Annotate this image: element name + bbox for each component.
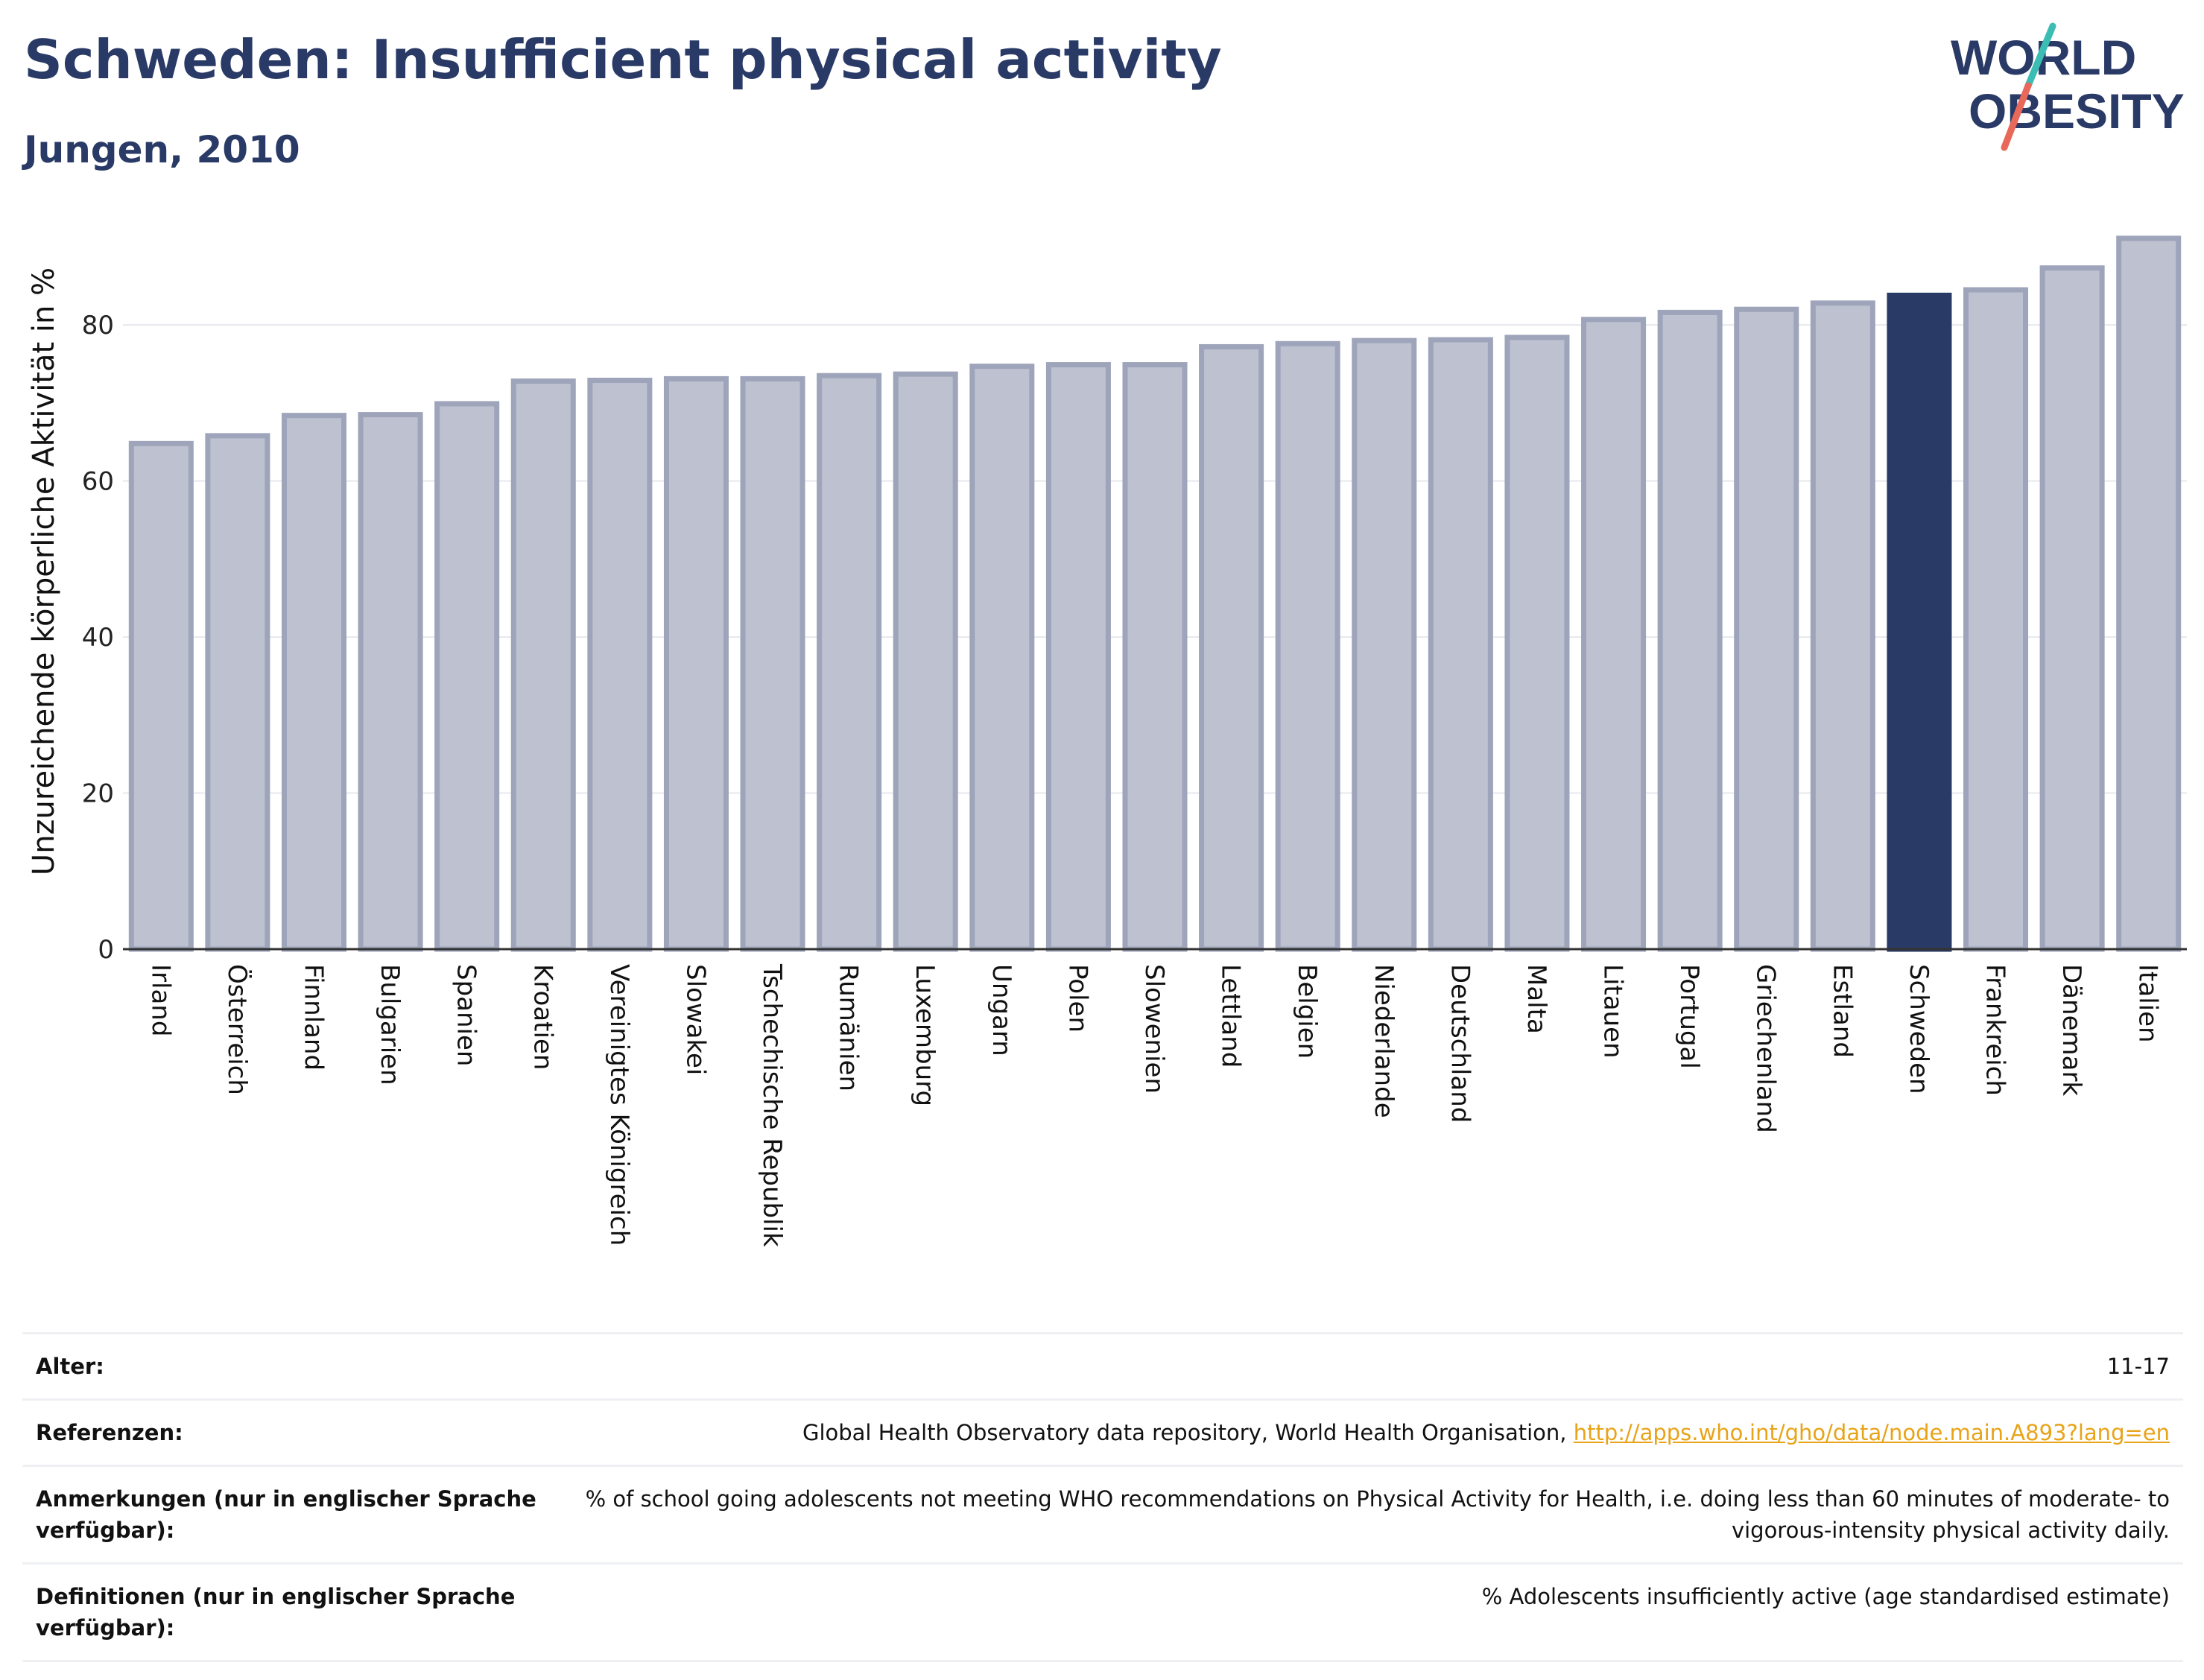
logo-line1: WORLD bbox=[1951, 30, 2136, 85]
x-tick-label: Tschechische Republik bbox=[757, 963, 787, 1247]
definitions-label: Definitionen (nur in englischer Sprache … bbox=[22, 1562, 571, 1663]
bar bbox=[1045, 362, 1111, 952]
bar bbox=[205, 433, 270, 952]
x-tick-label: Portugal bbox=[1674, 964, 1704, 1069]
bar bbox=[1810, 300, 1875, 952]
y-tick-label: 20 bbox=[82, 779, 114, 809]
meta-row-notes: Anmerkungen (nur in englischer Sprache v… bbox=[22, 1465, 2183, 1565]
bar bbox=[1122, 362, 1188, 952]
notes-value: % of school going adolescents not meetin… bbox=[571, 1465, 2183, 1565]
x-tick-label: Luxemburg bbox=[910, 964, 940, 1106]
meta-row-references: Referenzen: Global Health Observatory da… bbox=[22, 1398, 2183, 1468]
meta-row-definitions: Definitionen (nur in englischer Sprache … bbox=[22, 1562, 2183, 1663]
y-axis-label: Unzureichende körperliche Aktivität in % bbox=[27, 267, 61, 875]
x-tick-label: Rumänien bbox=[834, 964, 864, 1091]
x-tick-label: Italien bbox=[2133, 964, 2163, 1043]
x-tick-label: Kroatien bbox=[528, 964, 557, 1070]
x-tick-label: Slowakei bbox=[680, 964, 710, 1075]
x-tick-label: Lettland bbox=[1216, 964, 1246, 1068]
bar bbox=[587, 378, 653, 952]
logo-line2: OBESITY bbox=[1969, 83, 2185, 139]
y-tick-labels: 0 20 40 60 80 bbox=[82, 311, 114, 965]
y-tick-label: 60 bbox=[82, 467, 114, 497]
references-label: Referenzen: bbox=[22, 1398, 571, 1468]
x-tick-label: Malta bbox=[1521, 964, 1551, 1034]
x-tick-label: Slowenien bbox=[1139, 964, 1169, 1094]
bar bbox=[740, 375, 805, 952]
y-tick-label: 80 bbox=[82, 311, 114, 340]
x-tick-label: Österreich bbox=[222, 964, 253, 1095]
bar bbox=[1275, 340, 1340, 952]
x-tick-label: Bulgarien bbox=[375, 964, 405, 1085]
bar bbox=[434, 401, 500, 952]
bar-highlight bbox=[1887, 292, 1952, 952]
metadata-table: Alter: 11-17 Referenzen: Global Health O… bbox=[22, 1331, 2183, 1663]
bar bbox=[510, 378, 576, 952]
x-tick-label: Ungarn bbox=[987, 964, 1016, 1056]
bar bbox=[893, 371, 958, 952]
x-tick-labels: Irland Österreich Finnland Bulgarien Spanien… bbox=[145, 963, 2162, 1247]
world-obesity-logo: WORLD OBESITY bbox=[1951, 22, 2185, 151]
x-tick-label: Griechenland bbox=[1751, 964, 1781, 1133]
bar bbox=[2039, 265, 2105, 952]
x-tick-label: Belgien bbox=[1292, 964, 1322, 1059]
references-text: Global Health Observatory data repositor… bbox=[802, 1420, 1574, 1446]
y-tick-label: 0 bbox=[98, 935, 114, 965]
definitions-value: % Adolescents insufficiently active (age… bbox=[571, 1562, 2183, 1663]
bar bbox=[1428, 337, 1493, 952]
y-tick-label: 40 bbox=[82, 623, 114, 653]
references-value: Global Health Observatory data repositor… bbox=[571, 1398, 2183, 1468]
bar bbox=[2116, 235, 2182, 952]
bar bbox=[128, 440, 194, 952]
x-tick-label: Litauen bbox=[1598, 964, 1628, 1059]
x-tick-label: Deutschland bbox=[1445, 964, 1475, 1123]
x-tick-label: Estland bbox=[1827, 964, 1857, 1058]
age-label: Alter: bbox=[22, 1331, 571, 1401]
page-title: Schweden: Insufficient physical activity bbox=[24, 28, 1222, 91]
x-tick-label: Irland bbox=[145, 964, 175, 1036]
x-tick-label: Dänemark bbox=[2056, 964, 2086, 1096]
x-tick-label: Finnland bbox=[298, 964, 328, 1071]
page-subtitle: Jungen, 2010 bbox=[24, 128, 300, 171]
bar-chart: 0 20 40 60 80 Irland Österreich Finnland Bulgar… bbox=[27, 235, 2187, 1247]
bar bbox=[358, 412, 423, 952]
bar bbox=[969, 364, 1035, 952]
age-value: 11-17 bbox=[571, 1331, 2183, 1401]
bar bbox=[817, 373, 882, 952]
meta-row-age: Alter: 11-17 bbox=[22, 1331, 2183, 1401]
bar bbox=[1657, 309, 1723, 952]
x-tick-label: Frankreich bbox=[1980, 964, 2010, 1096]
bar bbox=[1352, 337, 1417, 952]
x-tick-label: Spanien bbox=[452, 964, 481, 1066]
bar bbox=[1199, 343, 1264, 952]
bar bbox=[1504, 335, 1570, 952]
x-tick-label: Vereinigtes Königreich bbox=[604, 964, 634, 1246]
logo-slash-bottom bbox=[2001, 82, 2032, 151]
references-link[interactable]: http://apps.who.int/gho/data/node.main.A… bbox=[1573, 1420, 2170, 1446]
x-tick-label: Polen bbox=[1063, 964, 1092, 1033]
bar bbox=[1963, 287, 2029, 952]
logo-slash-top bbox=[2024, 22, 2056, 89]
bar bbox=[1734, 306, 1799, 952]
bar bbox=[663, 375, 729, 952]
x-tick-label: Schweden bbox=[1904, 964, 1934, 1094]
bars bbox=[128, 235, 2182, 952]
bar bbox=[281, 413, 346, 952]
bar bbox=[1581, 317, 1647, 952]
x-tick-label: Niederlande bbox=[1369, 964, 1399, 1118]
notes-label: Anmerkungen (nur in englischer Sprache v… bbox=[22, 1465, 571, 1565]
